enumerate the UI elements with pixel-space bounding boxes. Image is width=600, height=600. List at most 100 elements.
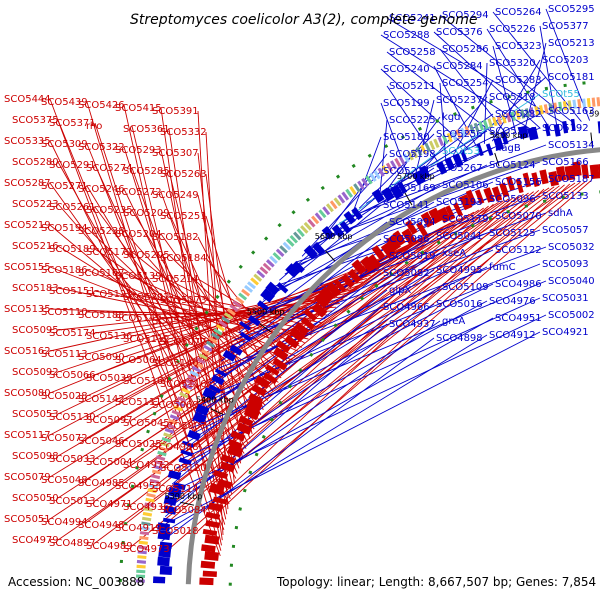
gene-label: SCO5130	[49, 412, 96, 423]
cog-feature	[157, 450, 167, 457]
reverse-gene-feature	[416, 221, 428, 237]
gene-label: SCO5095	[12, 325, 59, 336]
reverse-leader-line	[86, 246, 410, 397]
forward-gene-feature	[343, 211, 356, 225]
gene-label: SCO4953	[115, 481, 162, 492]
accession-text: Accession: NC_003888	[8, 575, 144, 589]
gene-label: SCO4989	[86, 541, 133, 552]
gene-label: SCO5271	[41, 181, 88, 192]
cog-feature	[394, 157, 402, 168]
gene-label: SCO4912	[489, 330, 536, 341]
gene-label: SCO5069	[152, 400, 199, 411]
reverse-leader-line	[86, 101, 222, 551]
gene-label: SCO5120	[160, 463, 207, 474]
forward-leader-line	[352, 136, 382, 214]
gene-label: SCO5113	[41, 349, 88, 360]
forward-gene-feature	[444, 156, 455, 171]
reverse-gene-feature	[204, 534, 220, 545]
cog-feature	[144, 502, 154, 508]
cog-feature	[524, 108, 530, 118]
reverse-gene-feature	[230, 430, 246, 442]
kbp-tick-mark	[259, 323, 272, 333]
cog-feature	[179, 391, 189, 399]
cog-feature	[446, 132, 453, 143]
gene-label: SCO5194	[41, 223, 88, 234]
reverse-gene-feature	[506, 175, 516, 191]
reverse-leader-line	[205, 188, 545, 511]
cog-feature	[149, 478, 159, 484]
cog-feature	[303, 221, 313, 231]
gene-label: SCOt55	[542, 89, 580, 100]
reverse-gene-feature	[227, 438, 243, 450]
reverse-gene-feature	[272, 346, 289, 361]
cog-feature	[478, 121, 485, 131]
cog-feature	[253, 273, 263, 282]
cog-feature	[506, 112, 512, 123]
forward-gene-feature	[419, 165, 431, 180]
reverse-gene-feature	[220, 454, 236, 465]
cog-feature	[529, 107, 535, 117]
gene-label: SCO5111	[115, 397, 162, 408]
cog-feature	[464, 125, 471, 136]
reverse-leader-line	[131, 181, 586, 547]
cog-feature	[349, 185, 357, 196]
reverse-leader-line	[205, 173, 243, 459]
reverse-gene-feature	[445, 205, 456, 220]
gene-label: rho	[86, 121, 102, 132]
forward-gene-feature	[459, 149, 468, 162]
forward-leader-line	[439, 82, 447, 159]
gene-label: SCO5064	[115, 355, 162, 366]
gene-label: SCO5164	[123, 376, 170, 387]
forward-leader-line	[314, 164, 488, 246]
forward-gene-feature	[381, 186, 395, 202]
gene-label: SCO4966	[383, 302, 430, 313]
gene-label: SCO5016	[436, 299, 483, 310]
forward-strand-labels: SCO5295 SCO5264 SCO5294 SCO5241 SCO5377 SCO52…	[383, 4, 595, 344]
reverse-gene-feature	[371, 245, 386, 261]
cog-feature	[275, 248, 285, 257]
gene-label: SCO5332	[160, 127, 207, 138]
summary-text: Topology: linear; Length: 8,667,507 bp; …	[276, 575, 596, 589]
gene-label: SCO5256	[436, 129, 483, 140]
cog-feature	[311, 215, 320, 225]
gene-label: SCO5124	[489, 160, 536, 171]
cog-feature	[286, 238, 295, 247]
gene-label: SCO5309	[41, 139, 88, 150]
cog-feature	[567, 100, 573, 110]
cog-feature	[155, 455, 166, 461]
cog-feature	[365, 175, 373, 185]
gene-label: SCO5371	[49, 118, 96, 129]
gene-label: SCO5205	[123, 250, 170, 261]
cog-feature	[244, 284, 254, 293]
gene-label: SCO5162	[4, 346, 51, 357]
gene-label: SCO5264	[495, 7, 542, 18]
forward-gene-feature	[452, 153, 464, 168]
gene-label: SCO5109	[442, 282, 489, 293]
gene-label: SCO5240	[383, 64, 430, 75]
cog-feature	[215, 324, 226, 332]
cog-feature	[223, 312, 234, 320]
cog-feature	[510, 111, 516, 122]
forward-leader-line	[486, 28, 549, 128]
reverse-gene-feature	[367, 254, 382, 269]
forward-leader-line	[491, 59, 541, 142]
gene-label: SCO5444	[4, 94, 51, 105]
kbp-tick-label: 5500 kbp	[247, 307, 285, 316]
cog-feature	[203, 344, 213, 352]
forward-gene-feature	[285, 263, 301, 278]
cog-feature	[455, 129, 462, 139]
gene-label: SCO5280	[12, 157, 59, 168]
gene-label: SCO5391	[152, 106, 199, 117]
gene-label: SCO5117	[4, 430, 51, 441]
gene-label: SCO5224	[383, 166, 430, 177]
reverse-gene-feature	[238, 415, 254, 427]
cog-feature	[141, 516, 152, 522]
gene-label: SCO5167	[78, 268, 125, 279]
gene-label: SCO5149	[115, 313, 162, 324]
reverse-gene-feature	[420, 211, 435, 228]
reverse-leader-line	[49, 224, 266, 406]
gene-label: xseA	[442, 248, 466, 259]
forward-gene-feature	[192, 411, 207, 425]
gene-label: SCO5219	[4, 220, 51, 231]
cog-feature	[205, 340, 216, 348]
